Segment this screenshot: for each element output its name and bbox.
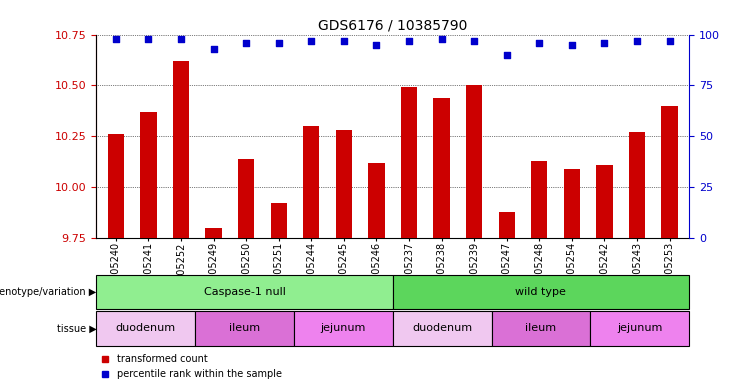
Point [566, 42, 578, 48]
Bar [531, 161, 548, 238]
Text: tissue ▶: tissue ▶ [56, 323, 96, 333]
Point [370, 42, 382, 48]
Point [599, 40, 611, 46]
Point [110, 36, 122, 42]
Point [207, 46, 219, 52]
Point [240, 40, 252, 46]
Bar [393, 311, 491, 346]
Bar [368, 163, 385, 238]
Bar [591, 311, 689, 346]
Point [631, 38, 643, 44]
Bar [96, 311, 195, 346]
Text: genotype/variation ▶: genotype/variation ▶ [0, 287, 96, 297]
Point [534, 40, 545, 46]
Bar [294, 311, 393, 346]
Point [468, 38, 480, 44]
Bar [629, 132, 645, 238]
Legend: transformed count, percentile rank within the sample: transformed count, percentile rank withi… [102, 354, 282, 379]
Bar [96, 275, 393, 309]
Bar [238, 159, 254, 238]
Bar [270, 204, 287, 238]
Text: jejunum: jejunum [321, 323, 366, 333]
Point [305, 38, 317, 44]
Text: Caspase-1 null: Caspase-1 null [204, 287, 285, 297]
Point [403, 38, 415, 44]
Point [338, 38, 350, 44]
Text: ileum: ileum [229, 323, 260, 333]
Bar [433, 98, 450, 238]
Point [175, 36, 187, 42]
Point [142, 36, 154, 42]
Title: GDS6176 / 10385790: GDS6176 / 10385790 [318, 18, 468, 32]
Bar [499, 212, 515, 238]
Bar [491, 311, 591, 346]
Bar [393, 275, 689, 309]
Bar [173, 61, 189, 238]
Bar [401, 88, 417, 238]
Bar [662, 106, 678, 238]
Point [501, 52, 513, 58]
Text: wild type: wild type [516, 287, 566, 297]
Bar [140, 112, 156, 238]
Bar [336, 130, 352, 238]
Point [436, 36, 448, 42]
Bar [205, 228, 222, 238]
Text: duodenum: duodenum [116, 323, 176, 333]
Bar [195, 311, 294, 346]
Bar [597, 165, 613, 238]
Text: ileum: ileum [525, 323, 556, 333]
Text: duodenum: duodenum [412, 323, 472, 333]
Bar [107, 134, 124, 238]
Point [273, 40, 285, 46]
Bar [564, 169, 580, 238]
Text: jejunum: jejunum [617, 323, 662, 333]
Bar [303, 126, 319, 238]
Point [664, 38, 676, 44]
Bar [466, 86, 482, 238]
